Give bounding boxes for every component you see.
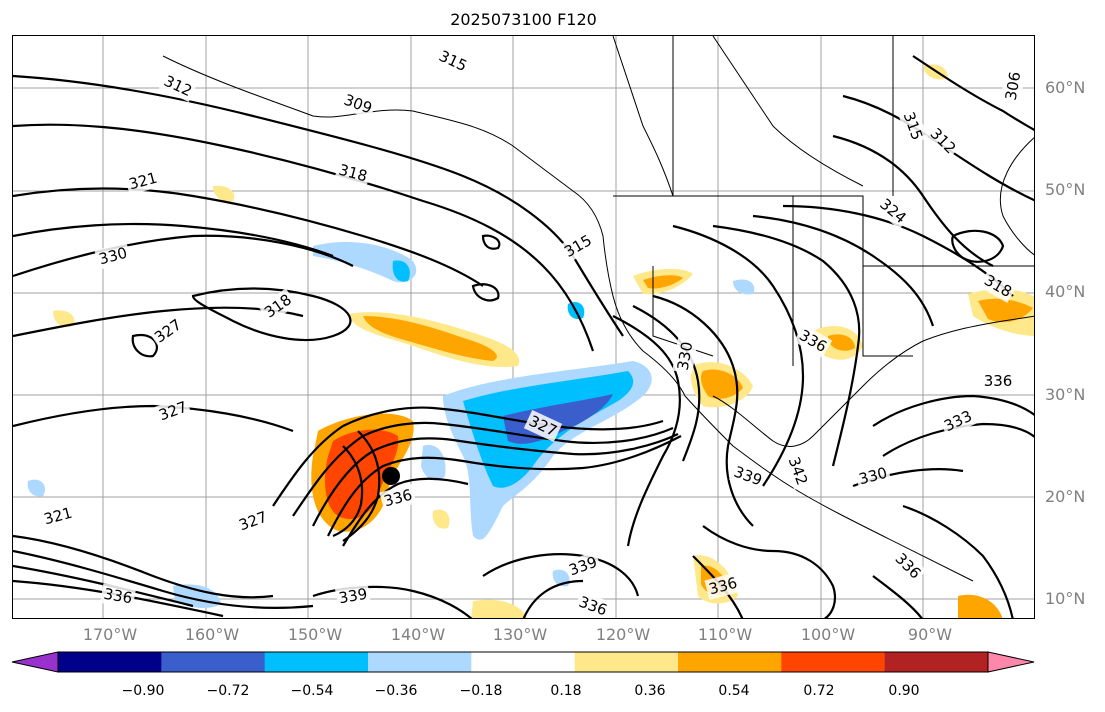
lat-label-10n: 10°N (1045, 589, 1086, 608)
contour-label: 336 (889, 547, 927, 585)
lon-label-170w: 170°W (82, 625, 138, 644)
contour-label: 309 (339, 88, 377, 120)
svg-text:336: 336 (984, 372, 1013, 390)
colorbar-segment (161, 652, 266, 672)
colorbar-tick: −0.18 (459, 683, 503, 699)
contour-label: 327 (154, 395, 192, 427)
contour-label: 315 (433, 44, 473, 78)
contour-label: 339 (729, 460, 767, 492)
colorbar-tick: 0.18 (550, 683, 582, 699)
lon-label-90w: 90°W (907, 625, 953, 644)
colorbar-tick: −0.72 (206, 683, 250, 699)
svg-text:342: 342 (785, 454, 812, 487)
map-panel: 315 309 312 318 321 330 318 327 327 321 327 315 330 3… (12, 35, 1035, 619)
contour-label: 327 (234, 505, 272, 537)
svg-text:339: 339 (731, 463, 764, 490)
lat-label-40n: 40°N (1045, 282, 1086, 301)
height-contours (13, 55, 1034, 618)
colorbar-high-extend (987, 651, 1035, 673)
svg-text:327: 327 (156, 398, 189, 425)
svg-text:321: 321 (42, 504, 74, 529)
contour-label: 306 (1000, 68, 1026, 104)
svg-text:321: 321 (127, 169, 159, 194)
shading-fills (27, 64, 1034, 618)
contour-label: 324 (873, 192, 913, 230)
lat-label-60n: 60°N (1045, 78, 1086, 97)
svg-text:336: 336 (102, 585, 133, 608)
lon-label-130w: 130°W (492, 625, 548, 644)
svg-text:330: 330 (857, 464, 889, 489)
colorbar (11, 651, 1035, 673)
colorbar-low-extend (11, 651, 59, 673)
contour-label: 330 (672, 338, 698, 374)
svg-text:315: 315 (900, 109, 927, 142)
colorbar-segment (884, 652, 989, 672)
colorbar-tick: 0.90 (888, 683, 920, 699)
lon-label-140w: 140°W (390, 625, 446, 644)
lat-label-20n: 20°N (1045, 487, 1086, 506)
svg-text:306: 306 (1002, 70, 1025, 101)
contour-label: 321 (124, 167, 162, 195)
contour-label: 336 (100, 583, 136, 609)
colorbar-tick: −0.90 (121, 683, 165, 699)
lat-label-30n: 30°N (1045, 385, 1086, 404)
svg-text:309: 309 (341, 91, 374, 118)
colorbar-segment (58, 652, 162, 672)
storm-center-marker (382, 467, 400, 485)
colorbar-segment (678, 652, 782, 672)
colorbar-segment (781, 652, 886, 672)
lon-label-150w: 150°W (287, 625, 343, 644)
contour-label: 330 (854, 462, 892, 490)
colorbar-tick: 0.72 (803, 683, 835, 699)
svg-text:327: 327 (236, 508, 269, 535)
contour-label: 318 (258, 288, 298, 324)
lat-label-50n: 50°N (1045, 180, 1086, 199)
contour-label: 336 (981, 371, 1015, 391)
colorbar-tick: 0.54 (718, 683, 750, 699)
map-title: 2025073100 F120 (450, 10, 597, 29)
lon-label-120w: 120°W (595, 625, 651, 644)
colorbar-segment (368, 652, 472, 672)
lon-label-110w: 110°W (697, 625, 753, 644)
svg-text:339: 339 (337, 585, 368, 608)
svg-text:330: 330 (97, 244, 129, 269)
colorbar-tick: −0.54 (290, 683, 334, 699)
svg-text:339: 339 (566, 553, 599, 580)
colorbar-tick: −0.36 (374, 683, 418, 699)
colorbar-tick: 0.36 (634, 683, 666, 699)
contour-label: 333 (938, 404, 978, 438)
contour-label: 327 (148, 313, 188, 349)
colorbar-segment (471, 652, 576, 672)
contour-label: 318 (334, 159, 372, 187)
colorbar-segment (264, 652, 369, 672)
colorbar-segment (574, 652, 679, 672)
contour-label: 339 (335, 583, 371, 609)
svg-text:336: 336 (576, 593, 609, 619)
svg-text:318: 318 (337, 161, 369, 186)
colorbar-outline (57, 651, 989, 673)
contour-label: 330 (94, 242, 132, 270)
contour-label: 315 (558, 229, 598, 263)
coastlines (162, 36, 1034, 582)
contour-label: 321 (39, 502, 77, 530)
contour-label: 315 (897, 107, 929, 145)
lon-label-100w: 100°W (800, 625, 856, 644)
lon-label-160w: 160°W (184, 625, 240, 644)
svg-text:330: 330 (674, 340, 697, 371)
contour-label: 336 (574, 590, 612, 619)
